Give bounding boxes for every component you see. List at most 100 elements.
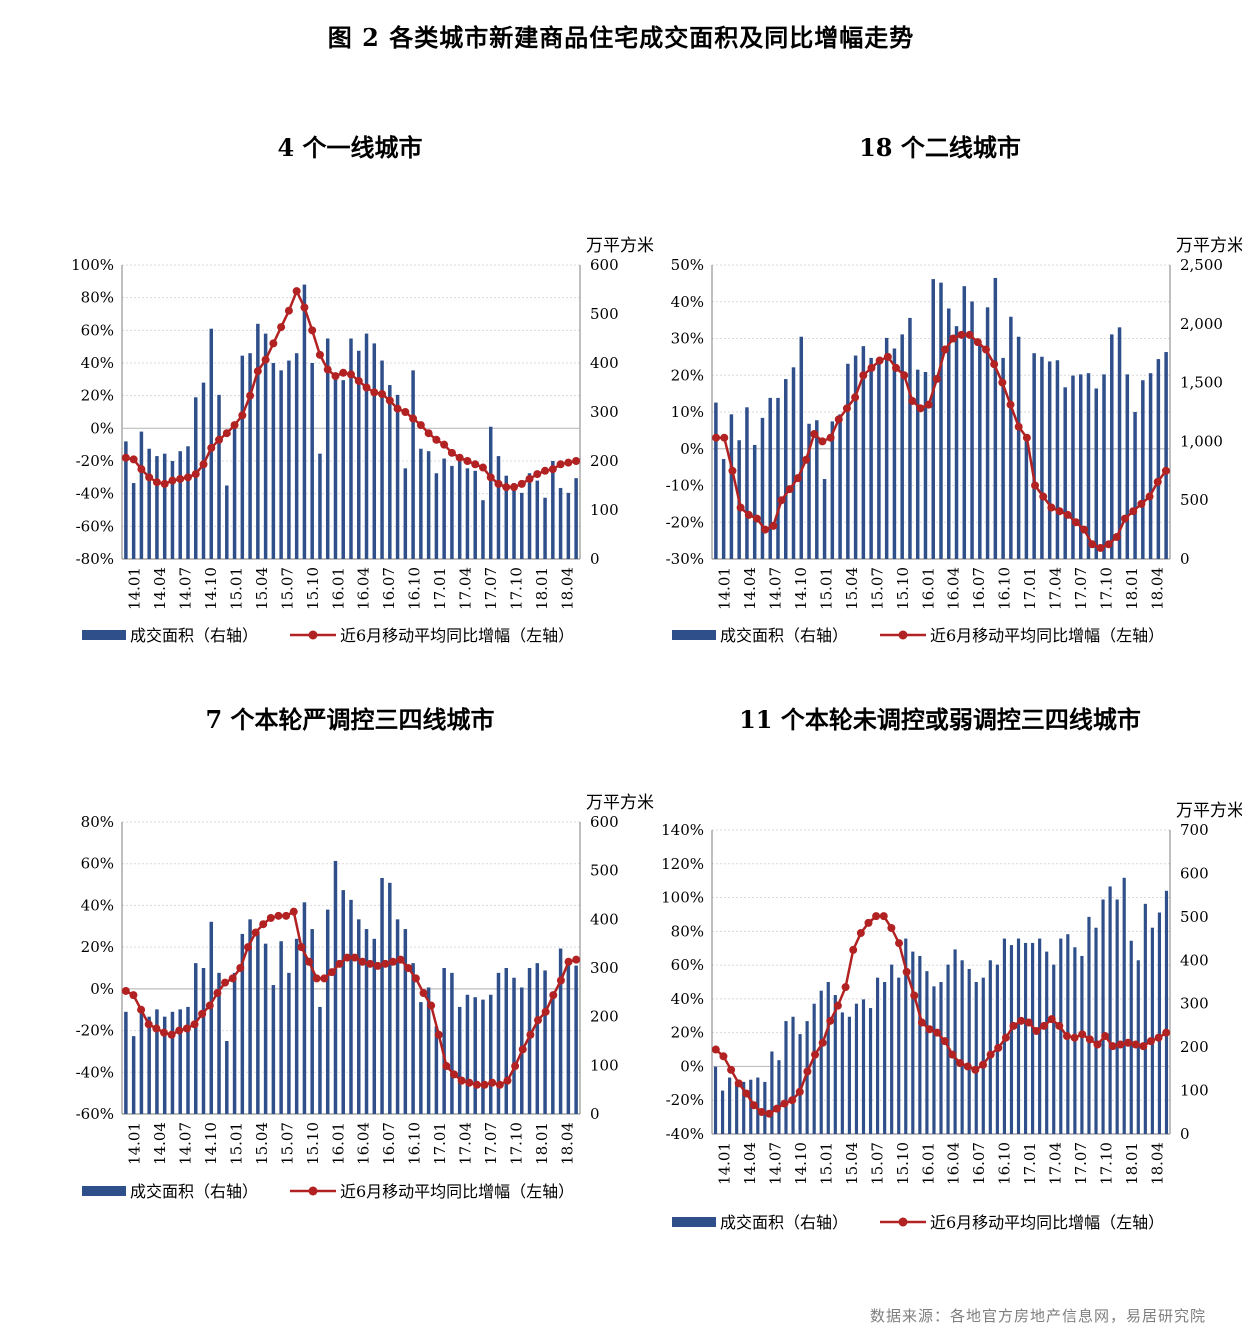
line-point (978, 1060, 987, 1069)
line-point (1112, 532, 1121, 541)
bar (465, 468, 470, 559)
line-point (381, 959, 390, 968)
bar (812, 1003, 816, 1134)
x-tick-label: 15.04 (843, 567, 861, 610)
bar (1164, 352, 1168, 559)
line-point (949, 334, 958, 343)
line-point (121, 453, 130, 462)
line-point (198, 1009, 207, 1018)
bar (457, 1006, 462, 1114)
line-point (785, 485, 794, 494)
bar (947, 308, 951, 559)
left-tick-label: -20% (76, 452, 114, 470)
line-point (765, 1109, 774, 1118)
bar (1122, 877, 1126, 1134)
bar (861, 346, 866, 559)
right-tick-label: 600 (1180, 864, 1209, 882)
bar (735, 1084, 739, 1134)
line-point (1078, 1030, 1087, 1039)
bar (411, 370, 415, 559)
bar (131, 1036, 136, 1114)
bar (925, 971, 929, 1134)
line-point (1124, 1038, 1133, 1047)
line-point (478, 463, 487, 472)
bar (372, 343, 377, 559)
line-point (222, 429, 231, 438)
x-tick-label: 18.04 (1148, 567, 1166, 610)
panel-title: 4 个一线城市 (277, 133, 423, 162)
left-tick-label: 40% (81, 896, 114, 914)
bar (993, 277, 998, 559)
bar (720, 1090, 725, 1134)
line-point (137, 465, 146, 474)
line-point (712, 433, 721, 442)
line-point (121, 986, 130, 995)
line-point (818, 437, 827, 446)
line-point (1154, 1033, 1163, 1042)
bar (403, 929, 408, 1114)
line-point (1161, 466, 1170, 475)
right-tick-label: 300 (1180, 995, 1209, 1013)
x-tick-label: 14.01 (126, 1122, 144, 1165)
bar (302, 902, 307, 1114)
right-axis-unit: 万平方米 (586, 793, 654, 813)
panel-title: 18 个二线城市 (859, 133, 1021, 162)
left-tick-label: -40% (76, 485, 114, 503)
bar (1071, 375, 1075, 559)
bar (325, 338, 330, 559)
line-point (312, 974, 321, 983)
line-point (517, 479, 526, 488)
line-point (339, 368, 348, 377)
line-point (1024, 1018, 1033, 1027)
line-point (971, 1065, 980, 1074)
line-point (856, 929, 865, 938)
bar (815, 420, 819, 559)
line-point (494, 479, 503, 488)
bar (884, 337, 889, 559)
line-point (411, 974, 420, 983)
line-point (851, 393, 860, 402)
bar (1102, 374, 1106, 559)
bar (939, 282, 943, 559)
x-tick-label: 14.07 (767, 567, 785, 610)
bar (543, 970, 547, 1114)
x-tick-label: 16.10 (406, 1122, 424, 1165)
left-tick-label: 20% (81, 938, 114, 956)
bar (341, 380, 345, 559)
line-point (323, 365, 332, 374)
bar (217, 972, 221, 1114)
line-point (1032, 1026, 1041, 1035)
bar (713, 1066, 718, 1134)
bar (256, 323, 260, 559)
line-point (917, 1018, 926, 1027)
line-point (251, 928, 260, 937)
line-point (305, 957, 314, 966)
line-point (780, 1099, 789, 1108)
line-point (176, 474, 185, 483)
line-point (282, 911, 291, 920)
bar (853, 355, 858, 559)
x-tick-label: 14.01 (716, 1142, 734, 1185)
line-point (327, 968, 336, 977)
line-point (300, 303, 309, 312)
line-point (1006, 400, 1015, 409)
legend-bar-label: 成交面积（右轴） (130, 626, 258, 645)
bar (170, 461, 175, 559)
bar (419, 1002, 423, 1114)
line-point (908, 396, 917, 405)
bar (1016, 336, 1021, 559)
bar (1009, 945, 1014, 1134)
bar (838, 414, 842, 559)
bar (1148, 373, 1153, 559)
bar (465, 994, 470, 1114)
line-point (393, 404, 402, 413)
line-point (465, 1078, 474, 1087)
line-point (1116, 1040, 1125, 1049)
bar (1094, 927, 1098, 1134)
panel-weak-control: 11 个本轮未调控或弱调控三四线城市 万平方米 140% 120% 100% 80% 60… (630, 700, 1242, 1260)
line-point (887, 923, 896, 932)
right-tick-label: 1,000 (1180, 432, 1223, 450)
line-point (274, 911, 283, 920)
bar (535, 480, 540, 559)
line-point (1022, 433, 1031, 442)
